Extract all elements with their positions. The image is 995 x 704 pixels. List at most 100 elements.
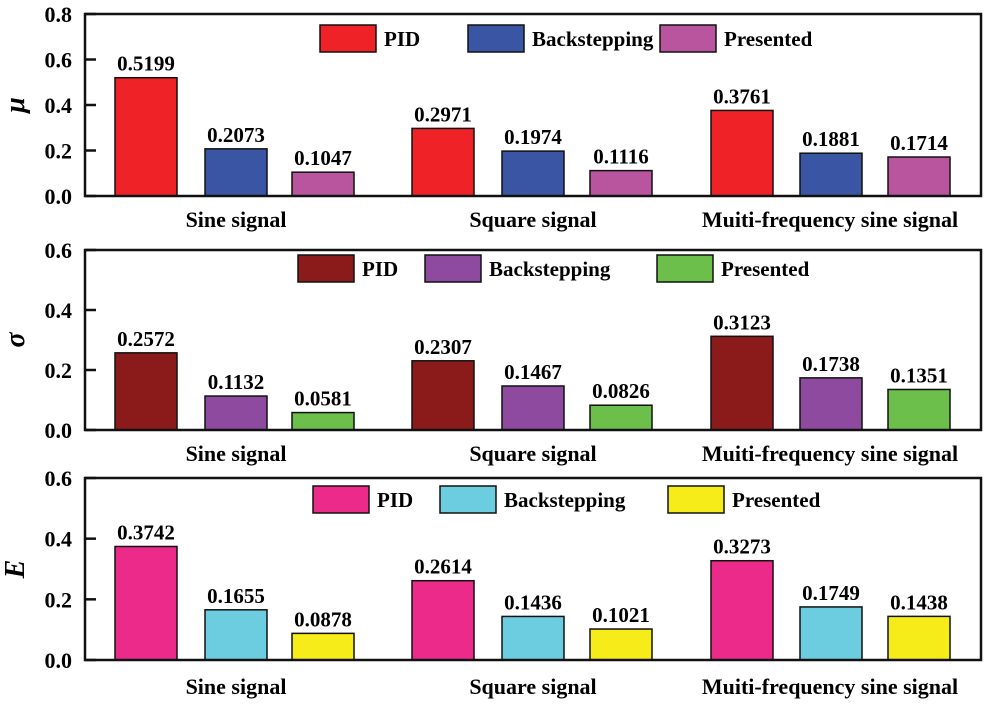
y-tick-label: 0.4 (45, 527, 73, 552)
data-label: 0.2307 (414, 335, 472, 359)
bar (204, 609, 268, 661)
y-tick-label: 0.8 (45, 2, 73, 27)
legend-swatch (659, 24, 717, 53)
data-label: 0.1749 (802, 581, 860, 605)
legend-swatch (312, 485, 370, 514)
data-label: 0.1467 (504, 360, 562, 384)
data-label: 0.2614 (414, 555, 472, 579)
legend-swatch (656, 254, 714, 283)
y-tick-label: 0.4 (45, 298, 73, 323)
legend-label: Backstepping (489, 257, 611, 281)
legend-swatch (439, 485, 497, 514)
category-label: Square signal (469, 441, 596, 466)
bar (887, 156, 951, 197)
bar (411, 360, 475, 431)
data-label: 0.1021 (592, 603, 650, 627)
legend-label: Presented (721, 257, 810, 281)
bar (710, 559, 774, 661)
bar (501, 150, 565, 197)
category-label: Sine signal (186, 207, 287, 232)
bar (710, 109, 774, 197)
legend-label: Presented (732, 488, 821, 512)
legend-label: PID (377, 488, 413, 512)
data-label: 0.1132 (208, 370, 265, 394)
data-label: 0.1714 (890, 131, 948, 155)
bar (501, 615, 565, 661)
bar (589, 404, 653, 431)
bar (887, 615, 951, 661)
data-label: 0.1436 (504, 590, 562, 614)
category-label: Sine signal (186, 674, 287, 699)
data-label: 0.1655 (207, 584, 265, 608)
legend-label: PID (384, 27, 420, 51)
data-label: 0.0581 (294, 387, 352, 411)
bar (799, 152, 863, 197)
category-label: Muiti-frequency sine signal (702, 674, 958, 699)
y-tick-label: 0.2 (45, 358, 73, 383)
bar (204, 395, 268, 431)
bar (291, 632, 355, 661)
bar (589, 628, 653, 661)
bar (799, 377, 863, 431)
data-label: 0.1974 (504, 125, 562, 149)
legend-swatch (467, 24, 525, 53)
data-label: 0.1351 (890, 363, 948, 387)
bar (799, 606, 863, 661)
data-label: 0.5199 (117, 52, 175, 76)
y-tick-label: 0.2 (45, 139, 73, 164)
bar (291, 171, 355, 197)
panel-1: 0.5199 0.2971 0.3761 0.2073 0.1974 0.1881 0.10… (0, 2, 983, 232)
bar (710, 335, 774, 431)
data-label: 0.2971 (414, 102, 472, 126)
data-label: 0.1438 (890, 590, 948, 614)
bar (114, 352, 178, 431)
legend-swatch (319, 24, 377, 53)
data-label: 0.3742 (117, 520, 175, 544)
category-label: Square signal (469, 207, 596, 232)
data-label: 0.2572 (117, 327, 175, 351)
data-label: 0.2073 (207, 123, 265, 147)
y-tick-label: 0.4 (45, 93, 73, 118)
legend-swatch (667, 485, 725, 514)
category-label: Square signal (469, 674, 596, 699)
y-axis-label: σ (0, 332, 31, 348)
legend-label: Backstepping (504, 488, 626, 512)
plot-frame (83, 248, 983, 432)
category-label: Muiti-frequency sine signal (702, 441, 958, 466)
bar (291, 411, 355, 431)
data-label: 0.3273 (713, 535, 771, 559)
bar (114, 545, 178, 661)
y-tick-label: 0.2 (45, 587, 73, 612)
y-tick-label: 0.6 (45, 466, 73, 491)
data-label: 0.0826 (592, 379, 650, 403)
y-tick-label: 0.0 (45, 648, 73, 673)
legend-swatch (424, 254, 482, 283)
bar (411, 127, 475, 197)
plot-frame (83, 476, 983, 662)
data-label: 0.1881 (802, 127, 860, 151)
bar (114, 76, 178, 197)
data-label: 0.1116 (593, 145, 648, 169)
legend-label: Backstepping (532, 27, 654, 51)
y-axis-label: μ (0, 97, 31, 115)
legend-swatch (297, 254, 355, 283)
panel-2: 0.2572 0.2307 0.3123 0.1132 0.1467 0.1738 0.05… (0, 238, 983, 466)
data-label: 0.1047 (294, 146, 352, 170)
y-tick-label: 0.0 (45, 418, 73, 443)
bar (411, 579, 475, 661)
category-label: Muiti-frequency sine signal (702, 207, 958, 232)
legend-label: PID (362, 257, 398, 281)
data-label: 0.3123 (713, 310, 771, 334)
y-axis-label: E (0, 560, 31, 580)
y-tick-label: 0.6 (45, 238, 73, 263)
data-label: 0.1738 (802, 352, 860, 376)
bar (501, 385, 565, 431)
legend-label: Presented (724, 27, 813, 51)
bar (204, 148, 268, 197)
data-label: 0.3761 (713, 84, 771, 108)
bar (887, 388, 951, 431)
y-tick-label: 0.6 (45, 48, 73, 73)
y-tick-label: 0.0 (45, 184, 73, 209)
category-label: Sine signal (186, 441, 287, 466)
